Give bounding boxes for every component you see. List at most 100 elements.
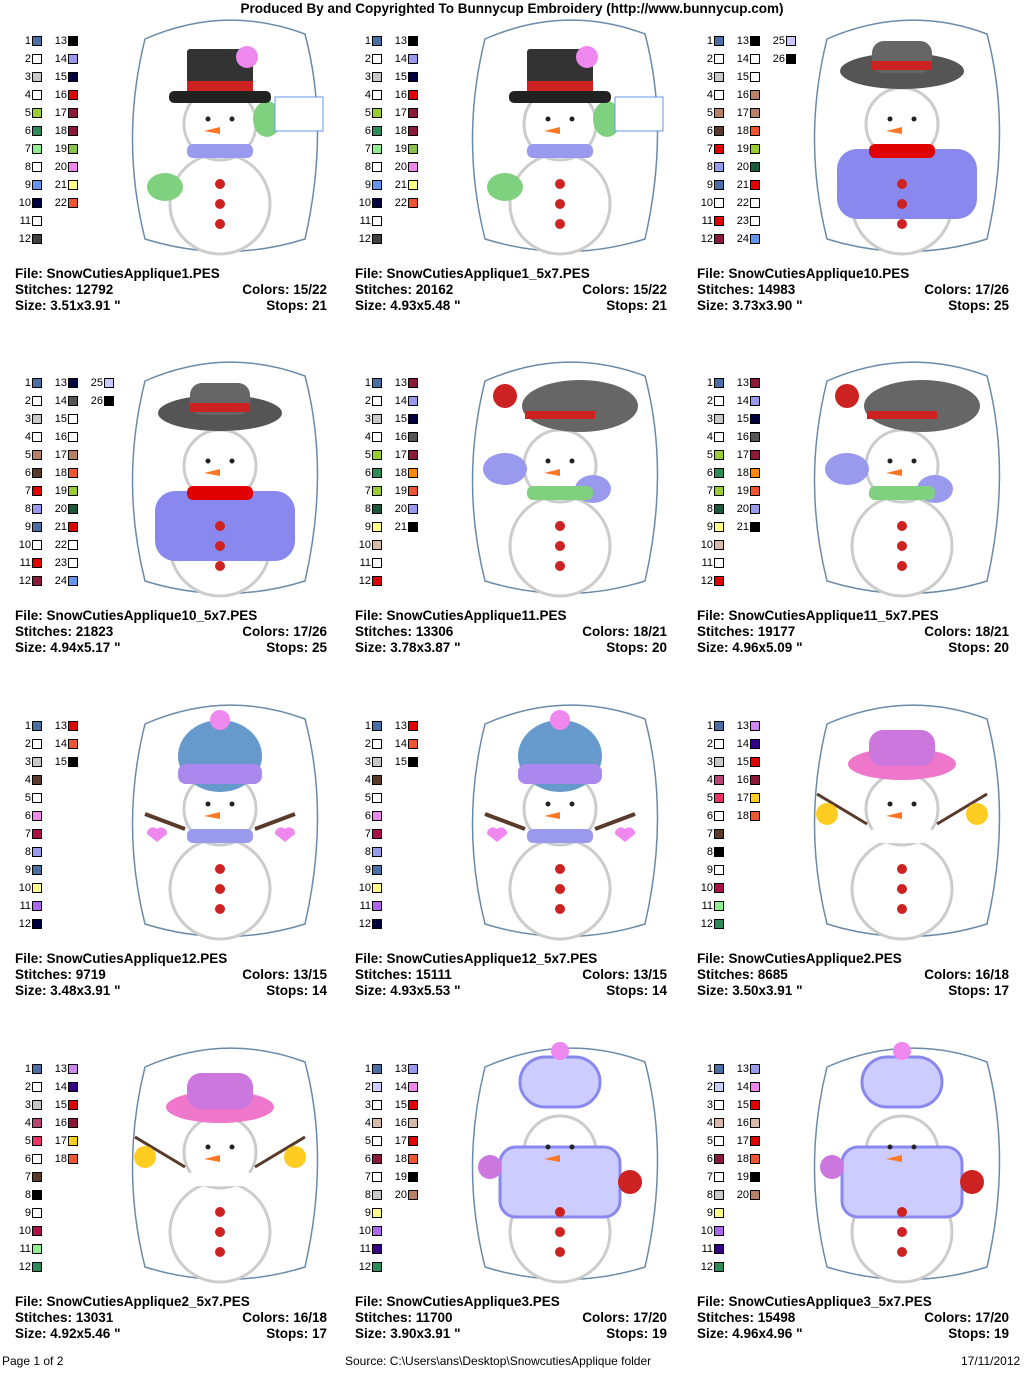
snowman-design-image bbox=[465, 9, 665, 259]
color-swatch bbox=[408, 108, 418, 118]
color-swatch bbox=[408, 126, 418, 136]
color-swatch bbox=[68, 72, 78, 82]
color-swatch bbox=[372, 1208, 382, 1218]
color-swatch bbox=[68, 486, 78, 496]
color-number: 6 bbox=[364, 125, 371, 137]
color-swatch bbox=[32, 198, 42, 208]
color-swatch bbox=[714, 234, 724, 244]
color-swatch bbox=[372, 775, 382, 785]
color-swatch bbox=[750, 162, 760, 172]
stitch-count: Stitches: 21823 bbox=[15, 624, 114, 639]
snowman-design-image bbox=[125, 1037, 325, 1287]
color-number: 6 bbox=[706, 467, 713, 479]
color-number: 3 bbox=[706, 71, 713, 83]
color-swatch bbox=[750, 90, 760, 100]
design-info: File: SnowCutiesApplique1_5x7.PES Stitche… bbox=[355, 266, 667, 314]
color-number: 14 bbox=[736, 1081, 749, 1093]
color-swatch bbox=[372, 576, 382, 586]
color-swatch bbox=[408, 36, 418, 46]
color-swatch bbox=[714, 919, 724, 929]
design-size: Size: 4.96x5.09 " bbox=[697, 640, 803, 655]
color-number: 18 bbox=[394, 1153, 407, 1165]
color-swatch bbox=[68, 90, 78, 100]
color-number: 15 bbox=[736, 1099, 749, 1111]
color-number: 6 bbox=[24, 467, 31, 479]
stop-count: Stops: 21 bbox=[266, 298, 327, 313]
color-swatch bbox=[32, 919, 42, 929]
color-number: 20 bbox=[736, 1189, 749, 1201]
color-number: 8 bbox=[364, 846, 371, 858]
color-swatch bbox=[32, 1262, 42, 1272]
color-swatch bbox=[372, 1262, 382, 1272]
color-swatch bbox=[750, 1064, 760, 1074]
color-number: 15 bbox=[394, 71, 407, 83]
color-swatch bbox=[714, 1190, 724, 1200]
color-swatch bbox=[372, 162, 382, 172]
color-swatch bbox=[714, 1244, 724, 1254]
color-number: 18 bbox=[394, 467, 407, 479]
color-swatch bbox=[750, 1100, 760, 1110]
color-count: Colors: 15/22 bbox=[242, 282, 327, 297]
color-swatch bbox=[714, 468, 724, 478]
color-swatch bbox=[372, 216, 382, 226]
color-number: 17 bbox=[54, 449, 67, 461]
color-number: 7 bbox=[706, 485, 713, 497]
color-number: 7 bbox=[24, 485, 31, 497]
color-swatch bbox=[32, 180, 42, 190]
color-swatch bbox=[32, 36, 42, 46]
color-swatch bbox=[68, 558, 78, 568]
color-number: 10 bbox=[358, 197, 371, 209]
color-swatch bbox=[372, 180, 382, 190]
color-number: 8 bbox=[24, 503, 31, 515]
color-number: 7 bbox=[364, 1171, 371, 1183]
color-number: 17 bbox=[736, 449, 749, 461]
stitch-count: Stitches: 11700 bbox=[355, 1310, 453, 1325]
color-swatch bbox=[372, 811, 382, 821]
file-name: File: SnowCutiesApplique12_5x7.PES bbox=[355, 951, 598, 966]
color-swatch bbox=[32, 1118, 42, 1128]
color-number: 17 bbox=[54, 1135, 67, 1147]
color-swatch bbox=[372, 1136, 382, 1146]
color-swatch bbox=[32, 540, 42, 550]
color-number: 5 bbox=[24, 449, 31, 461]
color-swatch bbox=[32, 108, 42, 118]
color-number: 15 bbox=[736, 756, 749, 768]
color-number: 12 bbox=[18, 575, 31, 587]
color-swatch bbox=[714, 54, 724, 64]
color-swatch bbox=[32, 522, 42, 532]
color-number: 3 bbox=[706, 1099, 713, 1111]
color-swatch bbox=[750, 144, 760, 154]
color-number: 9 bbox=[24, 521, 31, 533]
color-number: 7 bbox=[24, 143, 31, 155]
color-number: 7 bbox=[706, 143, 713, 155]
color-swatch bbox=[408, 1154, 418, 1164]
color-number: 16 bbox=[736, 89, 749, 101]
color-swatch bbox=[32, 775, 42, 785]
color-number: 20 bbox=[736, 503, 749, 515]
color-swatch bbox=[372, 144, 382, 154]
color-number: 15 bbox=[54, 1099, 67, 1111]
color-swatch bbox=[372, 1100, 382, 1110]
color-swatch bbox=[750, 504, 760, 514]
color-number: 12 bbox=[700, 1261, 713, 1273]
color-number: 4 bbox=[24, 89, 31, 101]
color-number: 5 bbox=[364, 792, 371, 804]
design-info: File: SnowCutiesApplique3.PES Stitches: 1… bbox=[355, 1294, 667, 1342]
color-number: 21 bbox=[394, 179, 407, 191]
color-swatch bbox=[68, 1136, 78, 1146]
color-swatch bbox=[714, 793, 724, 803]
color-number: 5 bbox=[706, 792, 713, 804]
color-number: 13 bbox=[54, 35, 67, 47]
design-card: 1 13 25 2 14 26 3 15 4 16 5 17 6 18 7 19 8 20 9 21 10 22 11 23 1… bbox=[15, 351, 345, 691]
snowman-design-image bbox=[807, 351, 1007, 601]
color-count: Colors: 17/26 bbox=[242, 624, 327, 639]
color-swatch bbox=[68, 162, 78, 172]
color-number: 12 bbox=[358, 918, 371, 930]
color-number: 9 bbox=[24, 179, 31, 191]
design-size: Size: 4.96x4.96 " bbox=[697, 1326, 803, 1341]
color-number: 5 bbox=[24, 107, 31, 119]
color-swatch bbox=[750, 414, 760, 424]
color-number: 21 bbox=[736, 521, 749, 533]
color-number: 9 bbox=[364, 1207, 371, 1219]
design-info: File: SnowCutiesApplique11.PES Stitches: … bbox=[355, 608, 667, 656]
